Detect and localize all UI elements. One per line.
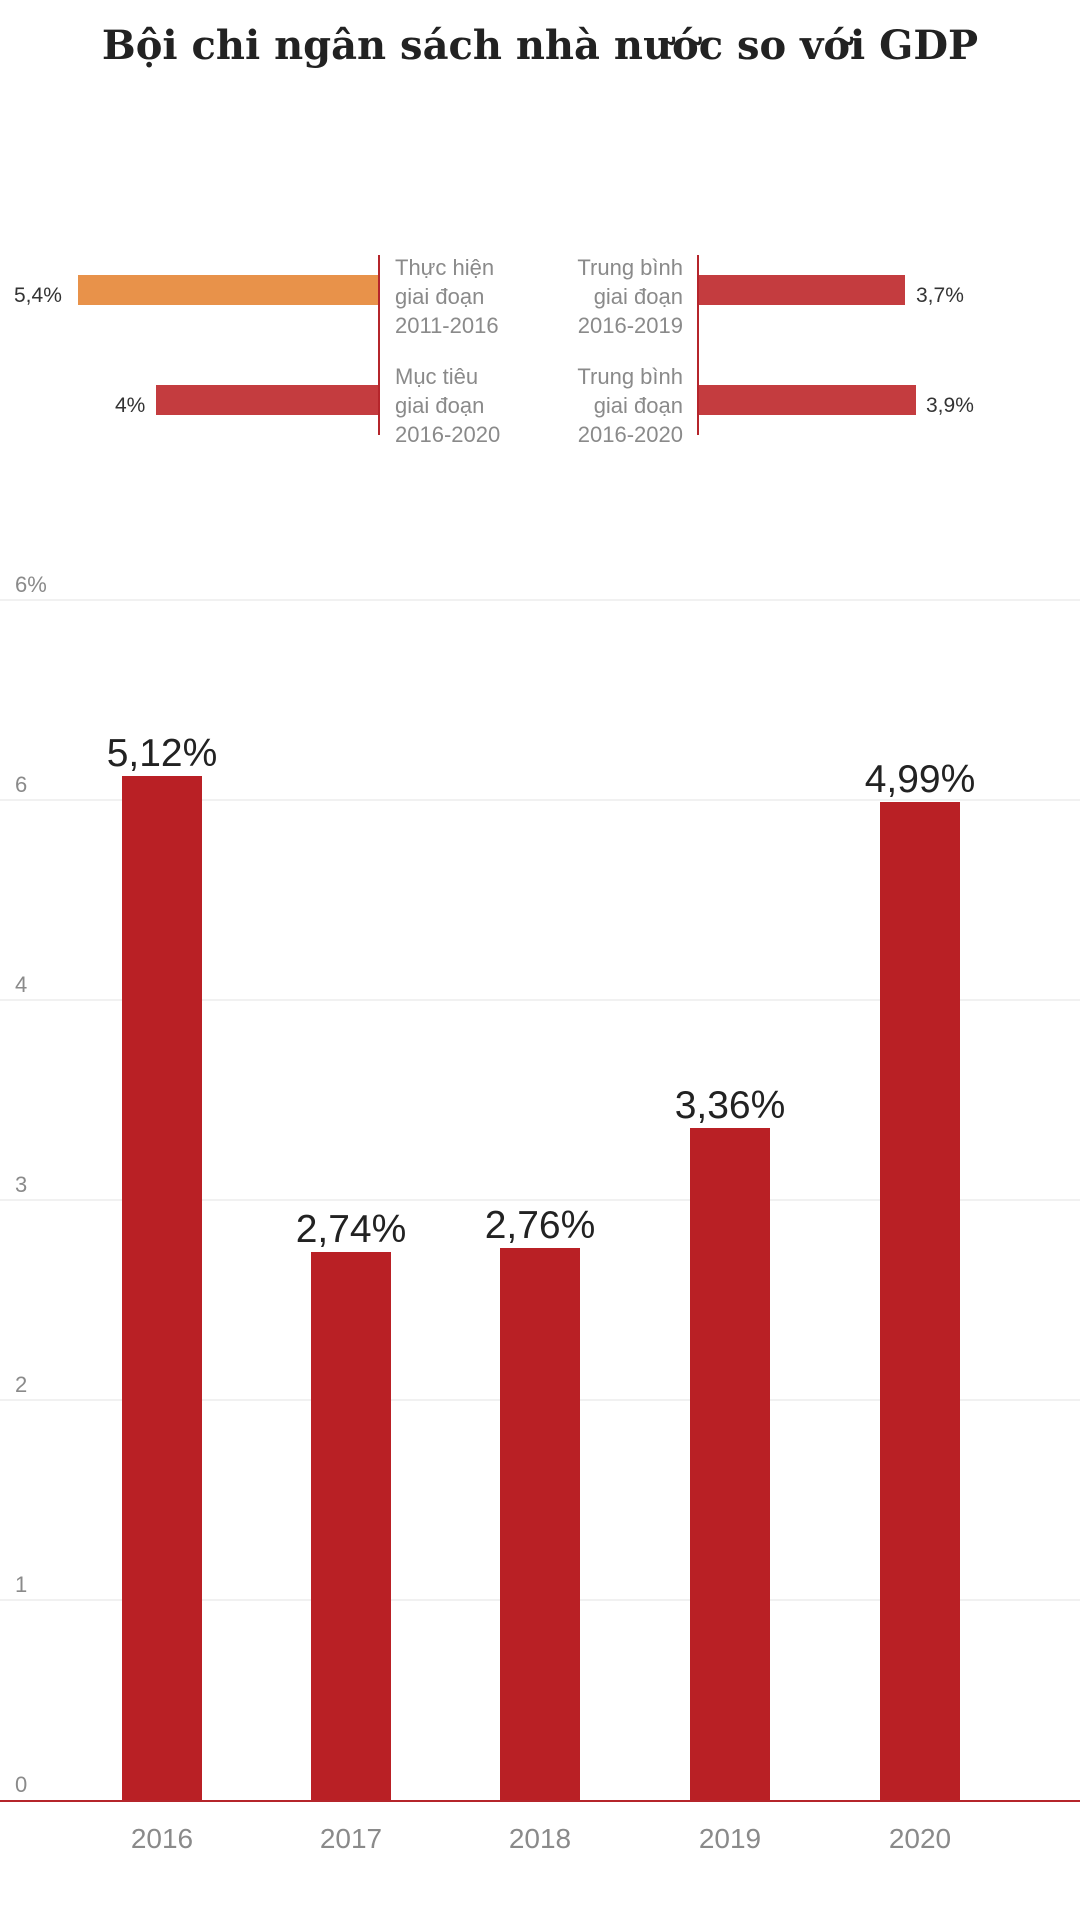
right-label-2: Trung bình giai đoạn 2016-2020 — [540, 362, 683, 449]
right-label-1-line-2: giai đoạn — [593, 284, 683, 309]
left-label-2-line-2: giai đoạn — [395, 393, 485, 418]
bar-2019 — [690, 1128, 770, 1800]
left-bar-2 — [156, 385, 378, 415]
bar-chart: 0 1 2 3 4 6 6% 5,12% 2016 2,74% 2017 2,76% 2018 3,36%… — [0, 572, 1080, 1854]
right-label-1-line-1: Trung bình — [577, 255, 683, 280]
left-label-2: Mục tiêu giai đoạn 2016-2020 — [395, 362, 500, 449]
right-label-2-line-3: 2016-2020 — [577, 422, 683, 447]
data-label: 2,74% — [296, 1208, 407, 1251]
bar-2016 — [122, 776, 202, 1800]
bar-2018 — [500, 1248, 580, 1800]
left-label-2-line-1: Mục tiêu — [395, 364, 479, 389]
chart-title: Bội chi ngân sách nhà nước so với GDP — [101, 22, 979, 69]
y-tick-label: 1 — [15, 1572, 27, 1597]
y-tick-label: 6% — [15, 572, 47, 597]
right-value-1: 3,7% — [916, 284, 964, 307]
right-label-2-line-2: giai đoạn — [593, 393, 683, 418]
y-tick-label: 4 — [15, 972, 27, 997]
left-label-1-line-2: giai đoạn — [395, 284, 485, 309]
y-tick-label: 6 — [15, 772, 27, 797]
left-bar-1 — [78, 275, 378, 305]
left-label-2-line-3: 2016-2020 — [395, 422, 501, 447]
right-label-1-line-3: 2016-2019 — [577, 313, 683, 338]
right-bar-2 — [699, 385, 916, 415]
x-tick-label: 2018 — [509, 1823, 571, 1854]
bar-2020 — [880, 802, 960, 1800]
left-label-1-line-3: 2011-2016 — [395, 313, 499, 338]
left-label-1-line-1: Thực hiện — [395, 255, 495, 280]
left-value-2: 4% — [115, 394, 146, 417]
center-divider-right — [697, 255, 699, 435]
y-tick-label: 2 — [15, 1372, 27, 1397]
data-label: 5,12% — [107, 732, 218, 775]
bar-2017 — [311, 1252, 391, 1800]
center-divider-left — [378, 255, 380, 435]
right-bar-1 — [699, 275, 905, 305]
x-tick-label: 2017 — [320, 1823, 382, 1854]
right-label-2-line-1: Trung bình — [577, 364, 683, 389]
right-value-2: 3,9% — [926, 394, 974, 417]
x-tick-label: 2019 — [699, 1823, 761, 1854]
left-label-1: Thực hiện giai đoạn 2011-2016 — [395, 253, 499, 340]
data-label: 3,36% — [675, 1084, 786, 1127]
x-tick-label: 2016 — [131, 1823, 193, 1854]
left-value-1: 5,4% — [14, 284, 62, 307]
data-label: 2,76% — [485, 1204, 596, 1247]
y-tick-label: 0 — [15, 1772, 27, 1797]
right-label-1: Trung bình giai đoạn 2016-2019 — [540, 253, 683, 340]
x-tick-label: 2020 — [889, 1823, 951, 1854]
y-tick-label: 3 — [15, 1172, 27, 1197]
data-label: 4,99% — [865, 758, 976, 801]
